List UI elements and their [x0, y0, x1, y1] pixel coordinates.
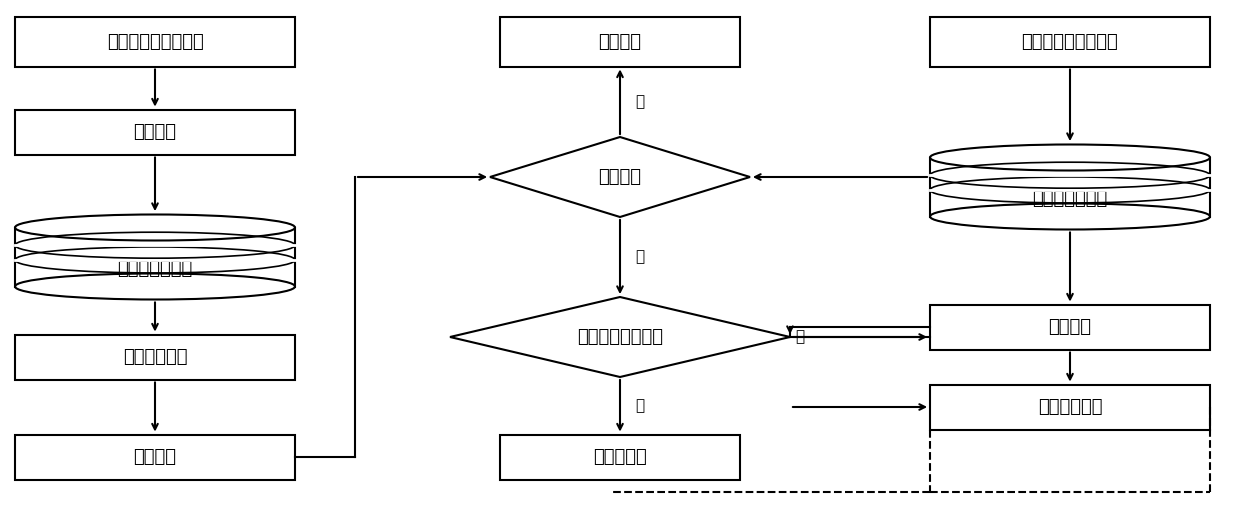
Text: 是: 是	[635, 398, 644, 413]
Text: 否: 否	[795, 329, 804, 345]
Text: 预警阈值是否合理: 预警阈值是否合理	[577, 328, 663, 346]
Text: 否: 否	[635, 94, 644, 109]
Ellipse shape	[15, 274, 295, 300]
FancyBboxPatch shape	[15, 434, 295, 480]
Text: 指标修正: 指标修正	[134, 123, 176, 141]
Text: 换道行为数据库: 换道行为数据库	[1033, 190, 1107, 208]
Ellipse shape	[930, 145, 1210, 171]
FancyBboxPatch shape	[930, 304, 1210, 350]
Text: 预警模型: 预警模型	[134, 448, 176, 466]
Polygon shape	[490, 137, 750, 217]
FancyBboxPatch shape	[15, 110, 295, 155]
FancyBboxPatch shape	[15, 335, 295, 379]
Ellipse shape	[930, 204, 1210, 230]
FancyBboxPatch shape	[930, 385, 1210, 430]
Text: 搜寻最佳阈值: 搜寻最佳阈值	[1038, 398, 1102, 416]
Text: 自车及周围车辆信息: 自车及周围车辆信息	[107, 33, 203, 51]
Text: 系统报警: 系统报警	[599, 168, 641, 186]
Text: 是: 是	[635, 250, 644, 265]
Text: 参数在线辨识: 参数在线辨识	[123, 348, 187, 366]
Text: 预警阈值: 预警阈值	[1049, 318, 1091, 336]
FancyBboxPatch shape	[930, 17, 1210, 67]
Ellipse shape	[15, 215, 295, 241]
Text: 自然驾驶数据库: 自然驾驶数据库	[118, 260, 192, 278]
Text: 目标车道后车减速度: 目标车道后车减速度	[1022, 33, 1118, 51]
FancyBboxPatch shape	[15, 17, 295, 67]
FancyBboxPatch shape	[500, 434, 740, 480]
FancyBboxPatch shape	[500, 17, 740, 67]
Polygon shape	[450, 297, 790, 377]
Bar	[15, 228, 295, 287]
Text: 无效数据: 无效数据	[599, 33, 641, 51]
Text: 保持原阈值: 保持原阈值	[593, 448, 647, 466]
Bar	[930, 158, 1210, 217]
